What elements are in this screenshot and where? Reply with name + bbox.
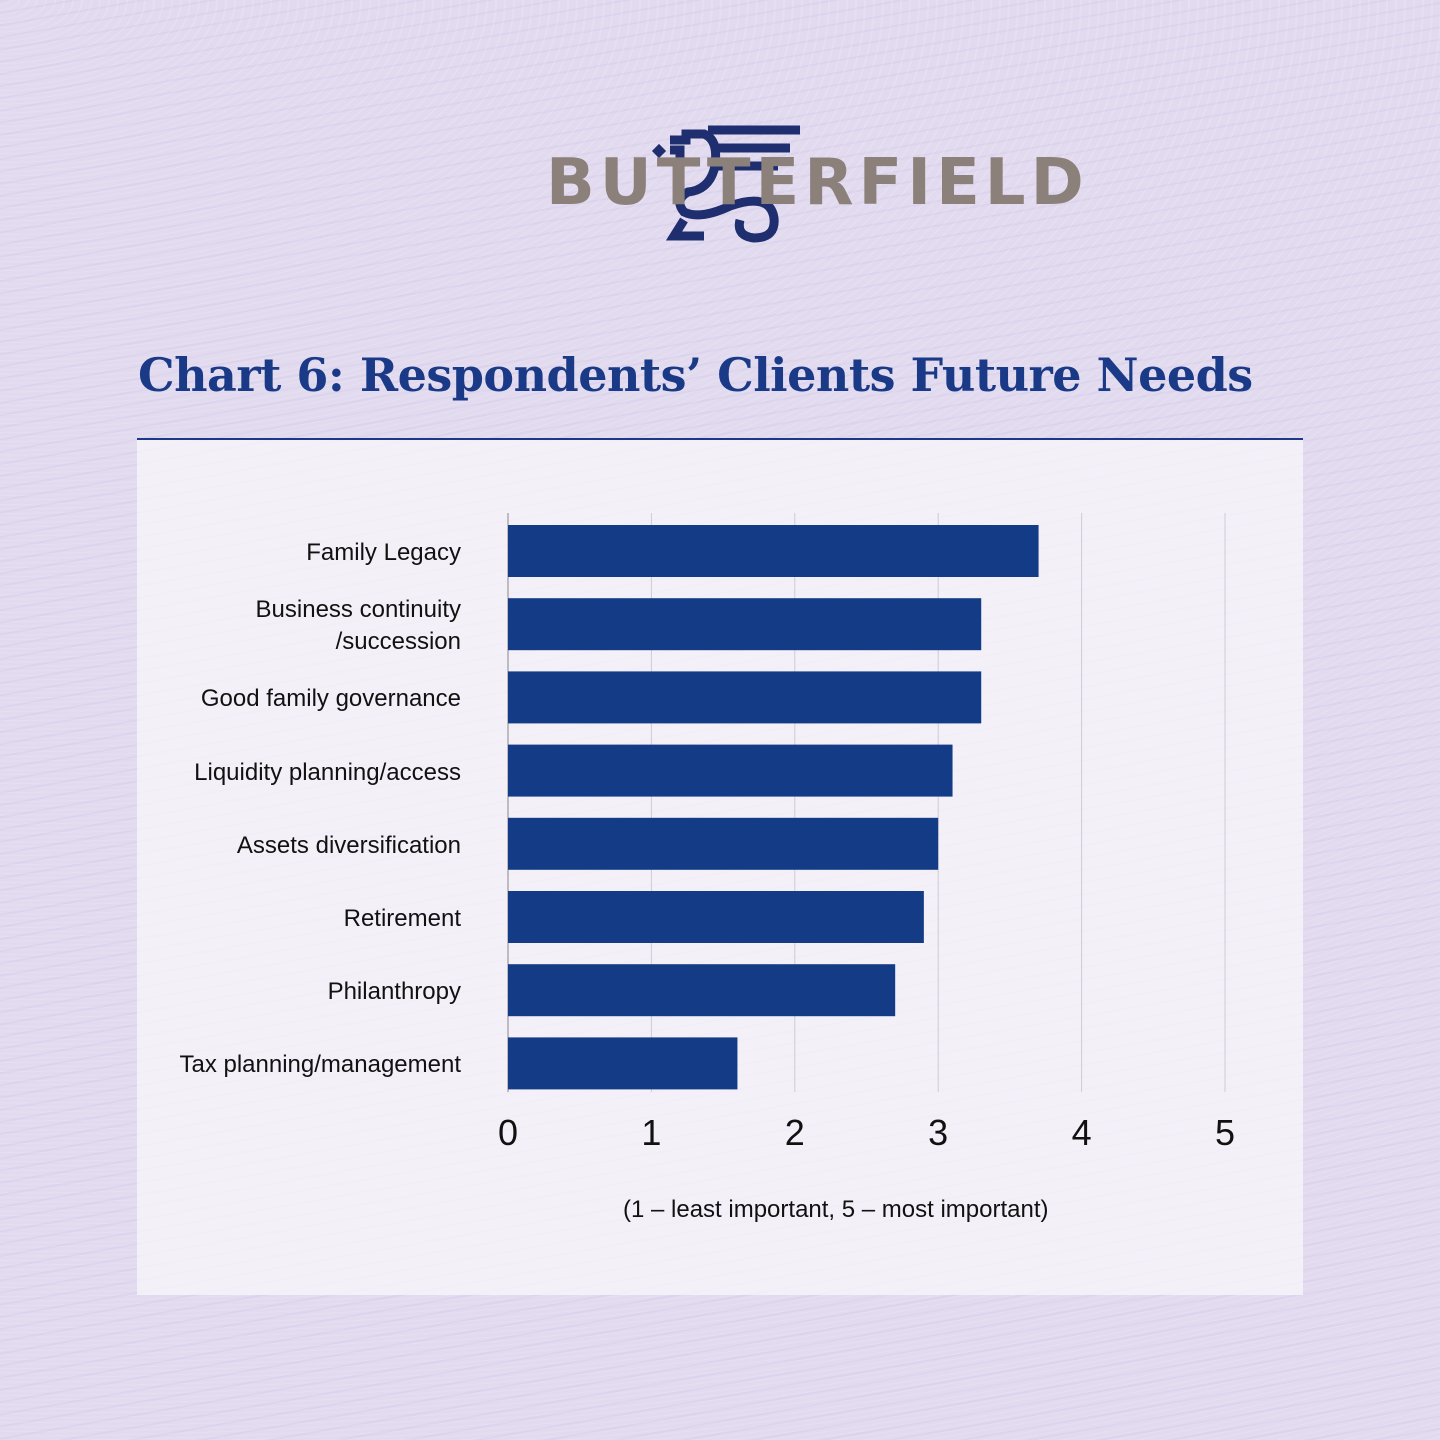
x-axis-label: (1 – least important, 5 – most important…	[623, 1196, 1049, 1223]
category-label: Family Legacy	[306, 537, 461, 569]
x-tick-label: 0	[497, 1112, 519, 1153]
butterfield-logo	[651, 125, 800, 243]
category-label: Tax planning/management	[179, 1049, 461, 1081]
bar	[508, 891, 924, 943]
brand-name: BUTTERFIELD	[546, 146, 1089, 220]
category-label-line: Tax planning/management	[179, 1051, 461, 1079]
x-tick-label: 3	[928, 1112, 949, 1153]
chart-title: Chart 6: Respondents’ Clients Future Nee…	[138, 348, 1253, 402]
bar	[508, 964, 896, 1017]
category-label-line: /succession	[335, 628, 461, 656]
x-tick-label: 5	[1214, 1112, 1236, 1153]
title-divider	[137, 438, 1303, 440]
bar	[508, 1037, 738, 1090]
griffin-icon	[651, 125, 800, 243]
bar	[508, 525, 1039, 577]
x-tick-label: 2	[784, 1112, 805, 1153]
category-label: Assets diversification	[237, 830, 461, 862]
category-label: Business continuity/succession	[256, 594, 461, 658]
category-label-line: Assets diversification	[236, 831, 461, 859]
bar	[508, 598, 982, 651]
category-label-line: Family Legacy	[306, 539, 461, 566]
category-label: Retirement	[344, 903, 461, 935]
category-label-line: Philanthropy	[327, 978, 461, 1006]
category-label-line: Business continuity	[255, 596, 461, 624]
x-tick-label: 4	[1071, 1112, 1092, 1153]
category-label-line: Retirement	[343, 905, 461, 932]
bar	[508, 671, 982, 724]
category-label: Good family governance	[201, 683, 461, 715]
category-label: Philanthropy	[328, 976, 461, 1008]
x-tick-label: 1	[641, 1112, 662, 1153]
category-label-line: Good family governance	[200, 685, 461, 713]
bar	[508, 744, 953, 797]
bar	[508, 817, 939, 870]
category-label: Liquidity planning/access	[194, 757, 461, 789]
category-label-line: Liquidity planning/access	[194, 758, 461, 786]
